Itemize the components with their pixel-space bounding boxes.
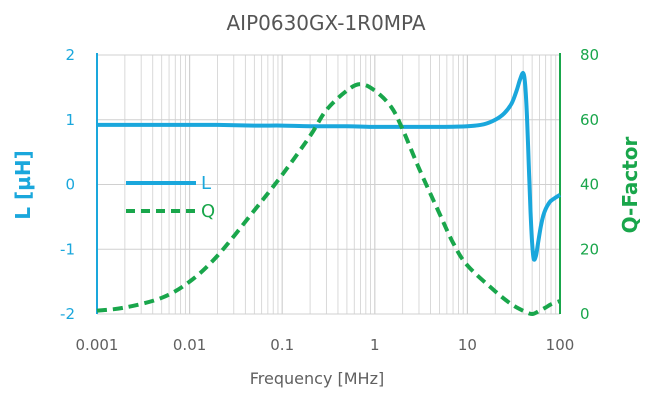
right-y-tick-label: 60 [580, 111, 599, 129]
right-y-tick-label: 40 [580, 176, 599, 194]
left-y-tick-label: 0 [65, 176, 75, 194]
x-tick-label: 10 [458, 336, 477, 354]
left-y-tick-label: 2 [65, 46, 75, 64]
left-y-tick-labels: 2 1 0 -1 -2 [60, 46, 75, 323]
axes [96, 53, 561, 314]
series-line-L [97, 71, 562, 262]
right-y-axis-title: Q-Factor [618, 137, 642, 234]
left-y-tick-label: -1 [60, 240, 75, 258]
series-group [96, 71, 562, 316]
grid [96, 54, 561, 315]
chart-title: AIP0630GX-1R0MPA [226, 11, 425, 35]
x-tick-labels: 0.001 0.01 0.1 1 10 100 [76, 336, 575, 354]
x-tick-label: 0.01 [173, 336, 206, 354]
right-y-tick-labels: 80 60 40 20 0 [580, 46, 599, 323]
x-tick-label: 100 [546, 336, 575, 354]
legend-label-L: L [201, 173, 211, 194]
left-y-tick-label: -2 [60, 305, 75, 323]
right-y-tick-label: 0 [580, 305, 590, 323]
series-line-Q [96, 82, 561, 316]
x-tick-label: 0.1 [270, 336, 294, 354]
x-axis-title: Frequency [MHz] [250, 369, 384, 388]
right-y-tick-label: 80 [580, 46, 599, 64]
legend-label-Q: Q [201, 201, 215, 222]
x-tick-label: 0.001 [76, 336, 119, 354]
x-tick-label: 1 [370, 336, 380, 354]
right-y-tick-label: 20 [580, 240, 599, 258]
left-y-tick-label: 1 [65, 111, 75, 129]
left-y-axis-title: L [µH] [11, 150, 35, 219]
legend: L Q [126, 173, 215, 222]
